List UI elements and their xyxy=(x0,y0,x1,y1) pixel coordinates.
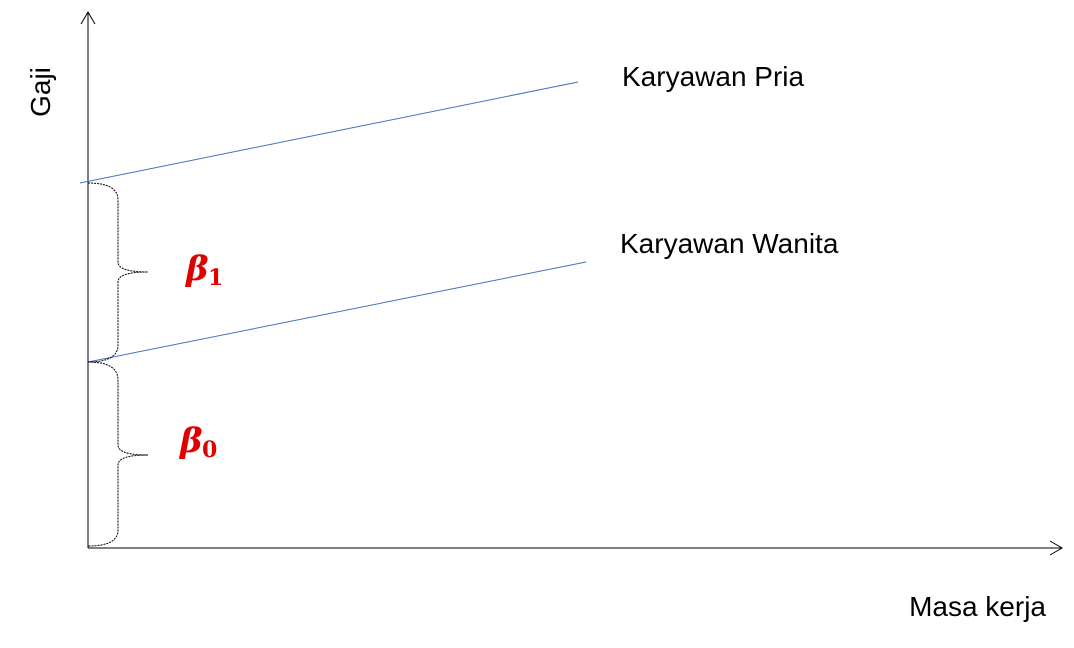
line-pria xyxy=(79,81,579,184)
y-axis-arrow xyxy=(80,11,96,25)
x-axis-arrow xyxy=(1049,540,1063,556)
beta-subscript: 1 xyxy=(208,265,223,291)
brace-beta1 xyxy=(87,182,149,363)
line-label: Karyawan Pria xyxy=(622,61,805,92)
y-axis-label: Gaji xyxy=(25,67,56,117)
line-label: Karyawan Wanita xyxy=(620,228,839,259)
brace-beta0 xyxy=(87,361,149,547)
beta-symbol: β xyxy=(184,249,209,289)
beta-symbol: β xyxy=(178,421,203,461)
line-wanita xyxy=(87,261,587,363)
x-axis-label: Masa kerja xyxy=(909,591,1046,622)
beta-subscript: 0 xyxy=(202,437,217,463)
